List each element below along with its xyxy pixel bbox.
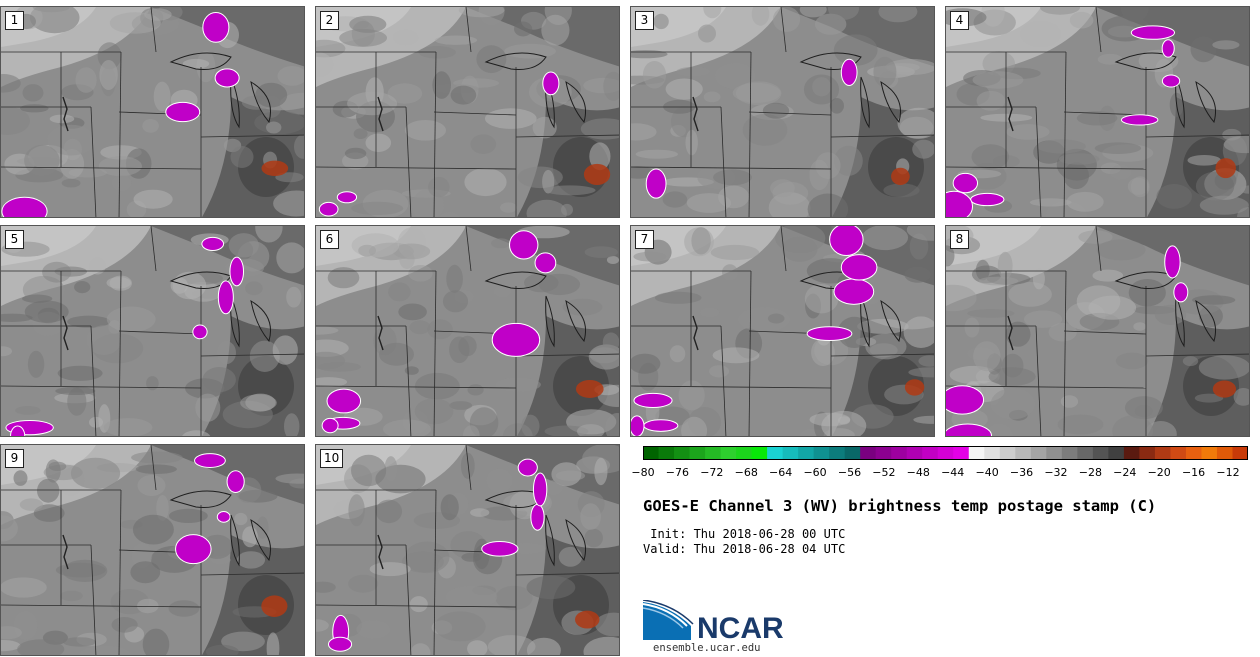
colorbar-swatch [860, 446, 877, 460]
wv-map [1, 7, 304, 217]
panel-number: 1 [5, 11, 24, 30]
panel-number: 3 [635, 11, 654, 30]
colorbar-swatch [658, 446, 675, 460]
wv-map [1, 445, 304, 655]
colorbar-tick-label: −48 [906, 466, 930, 479]
colorbar-swatch [736, 446, 753, 460]
colorbar-swatch [1216, 446, 1234, 460]
wv-map [316, 7, 619, 217]
map-panel-1: 1 [0, 6, 305, 218]
map-panel-7: 7 [630, 225, 935, 437]
panel-number: 6 [320, 230, 339, 249]
colorbar-swatch [674, 446, 691, 460]
panel-number: 4 [950, 11, 969, 30]
wv-map [631, 226, 934, 436]
wv-map [316, 445, 619, 655]
colorbar-tick-label: −40 [975, 466, 999, 479]
wv-map [946, 7, 1249, 217]
colorbar-swatch [751, 446, 768, 460]
map-panel-8: 8 [945, 225, 1250, 437]
logo-text: NCAR [697, 612, 784, 642]
colorbar-swatch [906, 446, 923, 460]
colorbar-swatch [829, 446, 846, 460]
colorbar-tick-label: −68 [734, 466, 758, 479]
wv-map [316, 226, 619, 436]
colorbar-tick-label: −56 [837, 466, 862, 479]
colorbar-swatch [922, 446, 939, 460]
colorbar-swatch [1123, 446, 1141, 460]
colorbar-tick-label: −20 [1147, 466, 1171, 479]
colorbar-swatch [813, 446, 830, 460]
colorbar-swatch [984, 446, 1001, 460]
colorbar-swatch [1108, 446, 1125, 460]
colorbar [643, 446, 1248, 460]
colorbar-swatch [999, 446, 1016, 460]
colorbar-swatch [953, 446, 970, 460]
map-panel-4: 4 [945, 6, 1250, 218]
colorbar-swatch [844, 446, 861, 460]
wv-map [1, 226, 304, 436]
colorbar-swatch [875, 446, 892, 460]
panel-number: 7 [635, 230, 654, 249]
colorbar-swatch [782, 446, 799, 460]
colorbar-tick-label: −72 [700, 466, 724, 479]
colorbar-swatch [1139, 446, 1156, 460]
panel-number: 8 [950, 230, 969, 249]
colorbar-tick-label: −52 [872, 466, 896, 479]
map-panel-10: 10 [315, 444, 620, 656]
map-panel-5: 5 [0, 225, 305, 437]
colorbar-swatch [1061, 446, 1078, 460]
colorbar-swatch [1077, 446, 1094, 460]
colorbar-tick-label: −12 [1216, 466, 1240, 479]
colorbar-swatch [720, 446, 737, 460]
colorbar-tick-label: −32 [1044, 466, 1068, 479]
colorbar-tick-label: −16 [1181, 466, 1206, 479]
colorbar-swatch [1046, 446, 1063, 460]
colorbar-swatch [705, 446, 722, 460]
colorbar-swatch [937, 446, 954, 460]
wv-map [631, 7, 934, 217]
colorbar-swatch [1154, 446, 1172, 460]
ncar-logo: NCAR [643, 600, 784, 642]
colorbar-tick-label: −60 [803, 466, 827, 479]
colorbar-tick-label: −24 [1113, 466, 1137, 479]
colorbar-tick-label: −44 [941, 466, 965, 479]
website-label: ensemble.ucar.edu [653, 642, 761, 654]
colorbar-tick-label: −28 [1078, 466, 1102, 479]
colorbar-swatch [643, 446, 660, 460]
panel-number: 2 [320, 11, 339, 30]
map-panel-2: 2 [315, 6, 620, 218]
colorbar-swatch [689, 446, 706, 460]
panel-number: 5 [5, 230, 24, 249]
map-panel-3: 3 [630, 6, 935, 218]
colorbar-swatch [1170, 446, 1187, 460]
colorbar-swatch [798, 446, 815, 460]
colorbar-swatch [1015, 446, 1032, 460]
colorbar-swatch [1030, 446, 1047, 460]
page-title: GOES-E Channel 3 (WV) brightness temp po… [643, 497, 1157, 515]
map-panel-9: 9 [0, 444, 305, 656]
colorbar-swatch [1092, 446, 1109, 460]
colorbar-tick-label: −76 [665, 466, 690, 479]
valid-time: Valid: Thu 2018-06-28 04 UTC [643, 542, 846, 556]
colorbar-swatch [767, 446, 784, 460]
map-panel-6: 6 [315, 225, 620, 437]
init-time: Init: Thu 2018-06-28 00 UTC [643, 527, 846, 541]
colorbar-swatch [1201, 446, 1218, 460]
colorbar-swatch [1232, 446, 1248, 460]
colorbar-swatch [1185, 446, 1203, 460]
colorbar-tick-label: −64 [769, 466, 793, 479]
colorbar-swatch [891, 446, 908, 460]
colorbar-swatch [968, 446, 985, 460]
panel-number: 9 [5, 449, 24, 468]
wv-map [946, 226, 1249, 436]
colorbar-tick-label: −80 [631, 466, 655, 479]
colorbar-tick-label: −36 [1009, 466, 1034, 479]
panel-number: 10 [320, 449, 344, 468]
